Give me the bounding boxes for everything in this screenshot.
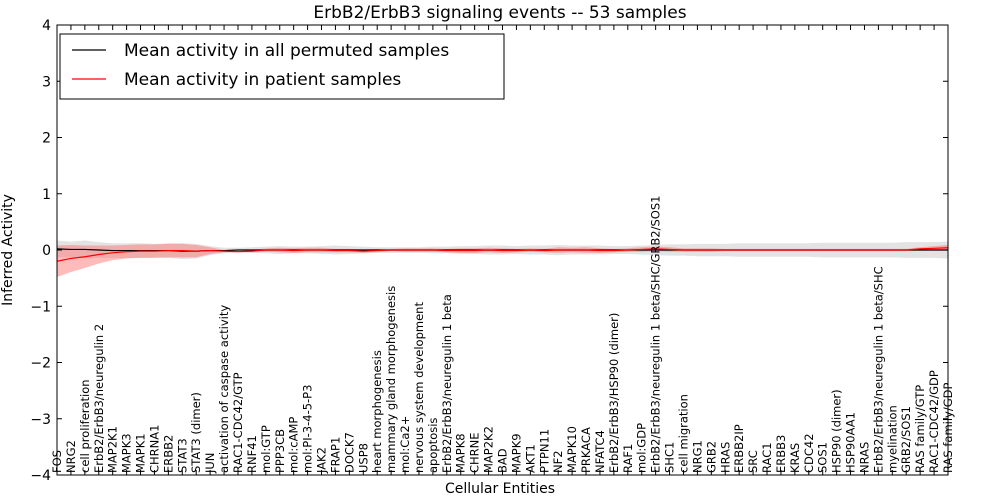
x-tick-label: MAPK9	[509, 433, 523, 473]
x-tick-label: STAT3	[175, 438, 189, 473]
x-tick-label: mol:PI-3-4-5-P3	[301, 385, 315, 473]
x-tick-label: apoptosis	[426, 418, 440, 473]
x-tick-label: MAPK8	[454, 433, 468, 473]
x-tick-label: RAC1-CDC42/GTP	[231, 372, 245, 473]
x-tick-label: mammary gland morphogenesis	[384, 286, 398, 473]
x-tick-label: USP8	[356, 443, 370, 473]
legend-label-patient: Mean activity in patient samples	[124, 70, 401, 90]
legend-label-permuted: Mean activity in all permuted samples	[124, 41, 449, 61]
x-tick-label: KRAS	[788, 443, 802, 473]
series-lines	[56, 247, 949, 262]
x-axis: FOS NRG2 cell proliferation ErbB2/ErbB3/neu…	[50, 25, 955, 475]
x-tick-label: STAT3 (dimer)	[189, 392, 203, 473]
x-tick-label: NRAS	[857, 442, 871, 473]
x-tick-label: HSP90AA1	[844, 412, 858, 473]
x-tick-label: RAF1	[621, 444, 635, 473]
x-tick-label: NFATC4	[593, 430, 607, 473]
x-tick-label: HSP90 (dimer)	[830, 389, 844, 473]
chart-title: ErbB2/ErbB3 signaling events -- 53 sampl…	[313, 3, 686, 23]
x-tick-label: heart morphogenesis	[370, 350, 384, 473]
x-tick-label: NRG2	[64, 440, 78, 473]
x-tick-label: CHRNA1	[147, 425, 161, 473]
x-tick-label: MAPK10	[565, 426, 579, 473]
x-tick-label: RAC1-CDC42/GDP	[927, 370, 941, 473]
x-tick-label: HRAS	[718, 442, 732, 473]
x-tick-label: cell proliferation	[78, 379, 92, 473]
x-tick-label: MAP2K1	[106, 426, 120, 473]
x-tick-label: RAS family/GTP	[913, 385, 927, 473]
x-tick-label: ErbB2/ErbB3/neuregulin 1 beta	[440, 294, 454, 473]
y-axis-label: Inferred Activity	[0, 194, 16, 306]
x-tick-label: myelination	[885, 405, 899, 473]
y-tick-label: −2	[30, 356, 51, 372]
series-band-1	[57, 243, 948, 277]
x-tick-label: SRC	[746, 450, 760, 473]
y-tick-label: 1	[42, 187, 51, 203]
x-tick-label: ERBB3	[774, 435, 788, 473]
y-tick-label: −1	[30, 299, 51, 315]
x-tick-label: AKT1	[523, 444, 537, 473]
y-tick-label: 3	[42, 74, 51, 90]
x-tick-label: JUN	[203, 453, 217, 474]
series-line-1	[56, 247, 949, 262]
x-tick-label: FOS	[50, 450, 64, 473]
y-tick-label: 4	[42, 18, 51, 34]
x-tick-label: PPP3CB	[273, 429, 287, 473]
x-tick-label: SHC1	[663, 442, 677, 473]
x-tick-label: mol:GTP	[259, 425, 273, 473]
x-tick-label: FRAP1	[328, 437, 342, 473]
y-tick-label: −3	[30, 412, 51, 428]
x-tick-label: NRG1	[690, 440, 704, 473]
y-tick-label: 0	[42, 243, 51, 259]
x-tick-label: RAS family/GDP	[941, 383, 955, 473]
x-tick-label: activation of caspase activity	[217, 305, 231, 473]
x-tick-label: PRKACA	[579, 427, 593, 473]
x-axis-label: Cellular Entities	[445, 481, 555, 497]
x-tick-label: mol:GDP	[635, 423, 649, 473]
x-tick-label: ERBB2IP	[732, 424, 746, 473]
x-tick-label: JAK2	[315, 447, 329, 474]
x-tick-label: GRB2/SOS1	[899, 406, 913, 473]
x-tick-label: RAC1	[760, 442, 774, 473]
x-tick-label: BAD	[496, 448, 510, 473]
y-tick-label: −4	[30, 468, 51, 484]
x-tick-label: NF2	[551, 450, 565, 473]
x-tick-label: CDC42	[802, 433, 816, 473]
x-tick-label: cell migration	[676, 394, 690, 473]
x-tick-label: SOS1	[816, 442, 830, 473]
legend: Mean activity in all permuted samples Me…	[59, 33, 505, 100]
legend-box	[59, 33, 505, 100]
x-tick-label: CHRNE	[468, 432, 482, 473]
x-tick-label: ErbB2/ErbB3/neuregulin 2	[92, 324, 106, 473]
x-tick-label: mol:Ca2+	[398, 416, 412, 473]
x-tick-label: ErbB2/ErbB3/neuregulin 1 beta/SHC	[871, 266, 885, 473]
x-tick-label: RNF41	[245, 435, 259, 473]
x-tick-label: ERBB2	[161, 435, 175, 473]
x-tick-label: mol:cAMP	[287, 417, 301, 473]
x-tick-label: DOCK7	[342, 432, 356, 473]
x-tick-label: ErbB2/ErbB3/neuregulin 1 beta/SHC/GRB2/S…	[649, 196, 663, 473]
x-tick-label: MAPK3	[120, 433, 134, 473]
y-axis: −4 −3 −2 −1 0 1 2 3 4	[30, 18, 948, 484]
x-tick-label: PTPN11	[537, 429, 551, 473]
x-tick-label: GRB2	[704, 441, 718, 473]
x-tick-label: ErbB2/ErbB3/HSP90 (dimer)	[607, 313, 621, 473]
x-tick-label: MAP2K2	[482, 426, 496, 473]
x-tick-label: nervous system development	[412, 302, 426, 473]
y-tick-label: 2	[42, 131, 51, 147]
x-tick-label: MAPK1	[134, 433, 148, 473]
